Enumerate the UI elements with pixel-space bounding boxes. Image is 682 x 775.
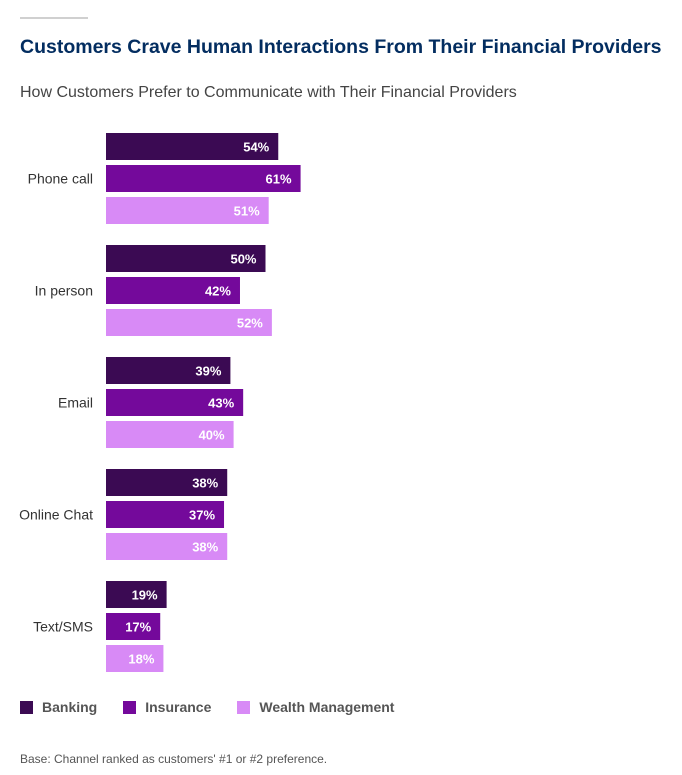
value-label-email-wealth-management: 40% [199,428,225,443]
category-label-phone-call: Phone call [28,171,93,187]
bar-online-chat-banking [106,469,228,496]
bar-phone-call-banking [106,133,279,160]
bar-phone-call-insurance [106,165,301,192]
category-label-in-person: In person [35,283,93,299]
bar-chart: Phone call 54% 61% 51% In person 50% 42% 52% Ema… [19,133,301,672]
legend-item-banking: Banking [20,699,97,715]
top-rule [20,17,88,19]
legend-item-wealth-management: Wealth Management [237,699,394,715]
legend-swatch-banking [20,700,33,714]
value-label-email-banking: 39% [195,364,221,379]
legend-swatch-insurance [123,700,137,714]
footnote: Base: Channel ranked as customers' #1 or… [20,752,328,766]
category-label-online-chat: Online Chat [19,507,93,523]
bar-email-banking [106,357,231,384]
value-label-online-chat-banking: 38% [192,476,218,491]
bar-text-sms-insurance [106,613,161,640]
value-label-phone-call-banking: 54% [243,140,269,155]
chart-title: Customers Crave Human Interactions From … [20,36,662,58]
category-label-text-sms: Text/SMS [33,619,93,635]
value-label-email-insurance: 43% [208,396,234,411]
value-label-online-chat-insurance: 37% [189,508,215,523]
bar-in-person-wealth-management [106,309,272,336]
value-label-text-sms-banking: 19% [132,588,158,603]
value-label-in-person-banking: 50% [230,252,256,267]
value-label-online-chat-wealth-management: 38% [192,540,218,555]
bar-phone-call-wealth-management [106,197,269,224]
bar-email-insurance [106,389,244,416]
value-label-text-sms-wealth-management: 18% [128,652,154,667]
value-label-in-person-wealth-management: 52% [237,316,263,331]
bar-text-sms-wealth-management [106,645,164,672]
bar-online-chat-wealth-management [106,533,228,560]
legend-label-banking: Banking [42,699,98,715]
bar-email-wealth-management [106,421,234,448]
value-label-in-person-insurance: 42% [205,284,231,299]
legend-label-wealth-management: Wealth Management [259,699,395,715]
bar-text-sms-banking [106,581,167,608]
bar-online-chat-insurance [106,501,225,528]
bar-in-person-banking [106,245,266,272]
legend-label-insurance: Insurance [145,699,212,715]
legend-swatch-wealth-management [237,700,251,714]
value-label-phone-call-wealth-management: 51% [234,204,260,219]
legend: Banking Insurance Wealth Management [20,699,420,715]
chart-subtitle: How Customers Prefer to Communicate with… [20,84,517,101]
legend-item-insurance: Insurance [123,699,211,715]
value-label-phone-call-insurance: 61% [266,172,292,187]
value-label-text-sms-insurance: 17% [125,620,151,635]
category-label-email: Email [58,395,93,411]
bar-in-person-insurance [106,277,240,304]
